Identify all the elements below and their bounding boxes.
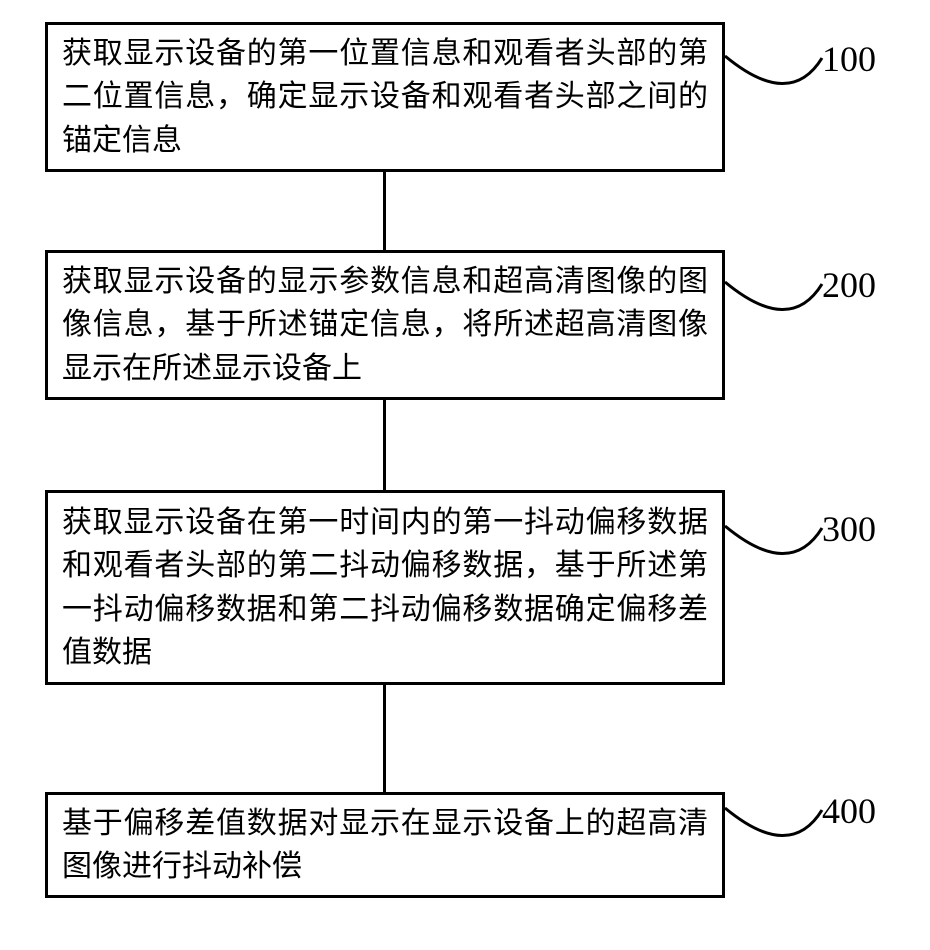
flow-node-label-n4: 400 [822, 790, 876, 832]
flow-node-text: 基于偏移差值数据对显示在显示设备上的超高清图像进行抖动补偿 [62, 802, 708, 889]
flow-node-label-n2: 200 [822, 264, 876, 306]
callout-curve-n1 [721, 52, 826, 114]
flow-node-n4: 基于偏移差值数据对显示在显示设备上的超高清图像进行抖动补偿 [45, 792, 725, 898]
connector-n3-n4 [383, 685, 386, 792]
flow-node-n1: 获取显示设备的第一位置信息和观看者头部的第二位置信息，确定显示设备和观看者头部之… [45, 22, 725, 172]
callout-curve-n3 [721, 522, 826, 584]
connector-n1-n2 [383, 172, 386, 250]
flow-node-text: 获取显示设备的第一位置信息和观看者头部的第二位置信息，确定显示设备和观看者头部之… [62, 32, 708, 163]
flow-node-text: 获取显示设备的显示参数信息和超高清图像的图像信息，基于所述锚定信息，将所述超高清… [62, 260, 708, 391]
flow-node-label-n1: 100 [822, 38, 876, 80]
flow-node-text: 获取显示设备在第一时间内的第一抖动偏移数据和观看者头部的第二抖动偏移数据，基于所… [62, 501, 708, 675]
callout-curve-n2 [721, 278, 826, 340]
flow-node-label-n3: 300 [822, 508, 876, 550]
flow-node-n2: 获取显示设备的显示参数信息和超高清图像的图像信息，基于所述锚定信息，将所述超高清… [45, 250, 725, 400]
callout-curve-n4 [721, 804, 826, 866]
flow-node-n3: 获取显示设备在第一时间内的第一抖动偏移数据和观看者头部的第二抖动偏移数据，基于所… [45, 490, 725, 685]
connector-n2-n3 [383, 400, 386, 490]
